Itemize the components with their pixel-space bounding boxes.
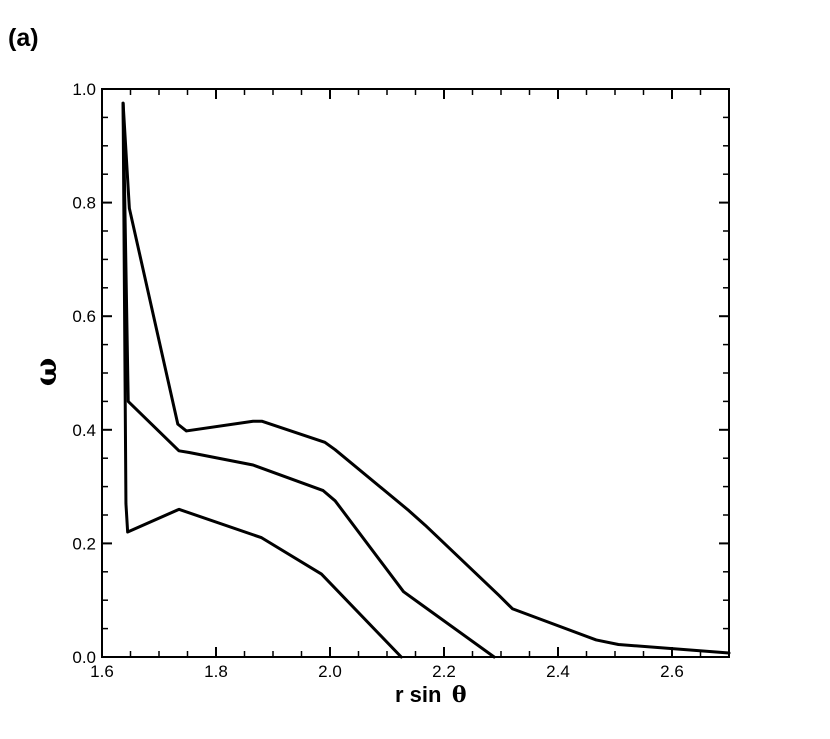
series-line-3 [121, 101, 403, 659]
y-tick-label: 0.8 [72, 194, 96, 213]
x-tick-label: 1.8 [204, 662, 228, 681]
series-line-2 [121, 101, 496, 659]
x-tick-label: 1.6 [90, 662, 114, 681]
x-axis-title-symbol: θ [452, 682, 467, 708]
y-tick-labels: 0.0 0.2 0.4 0.6 0.8 1.0 [72, 80, 96, 667]
series-layer [121, 101, 731, 659]
y-axis-title: ω [29, 358, 64, 387]
y-tick-label: 0.2 [72, 534, 96, 553]
y-tick-label: 1.0 [72, 80, 96, 99]
x-axis-title: r sin θ [395, 682, 467, 708]
panel-label: (a) [8, 24, 39, 52]
x-tick-label: 2.0 [318, 662, 342, 681]
y-tick-label: 0.6 [72, 307, 96, 326]
major-ticks [101, 88, 729, 658]
x-axis-title-text: r sin [395, 682, 441, 707]
y-tick-label: 0.0 [72, 648, 96, 667]
y-tick-label: 0.4 [72, 421, 96, 440]
minor-ticks [102, 89, 730, 657]
x-tick-label: 2.4 [546, 662, 570, 681]
x-tick-labels: 1.6 1.8 2.0 2.2 2.4 2.6 [90, 662, 684, 681]
x-tick-label: 2.6 [660, 662, 684, 681]
plot-frame [101, 88, 730, 658]
series-line-1 [121, 101, 731, 655]
x-tick-label: 2.2 [432, 662, 456, 681]
